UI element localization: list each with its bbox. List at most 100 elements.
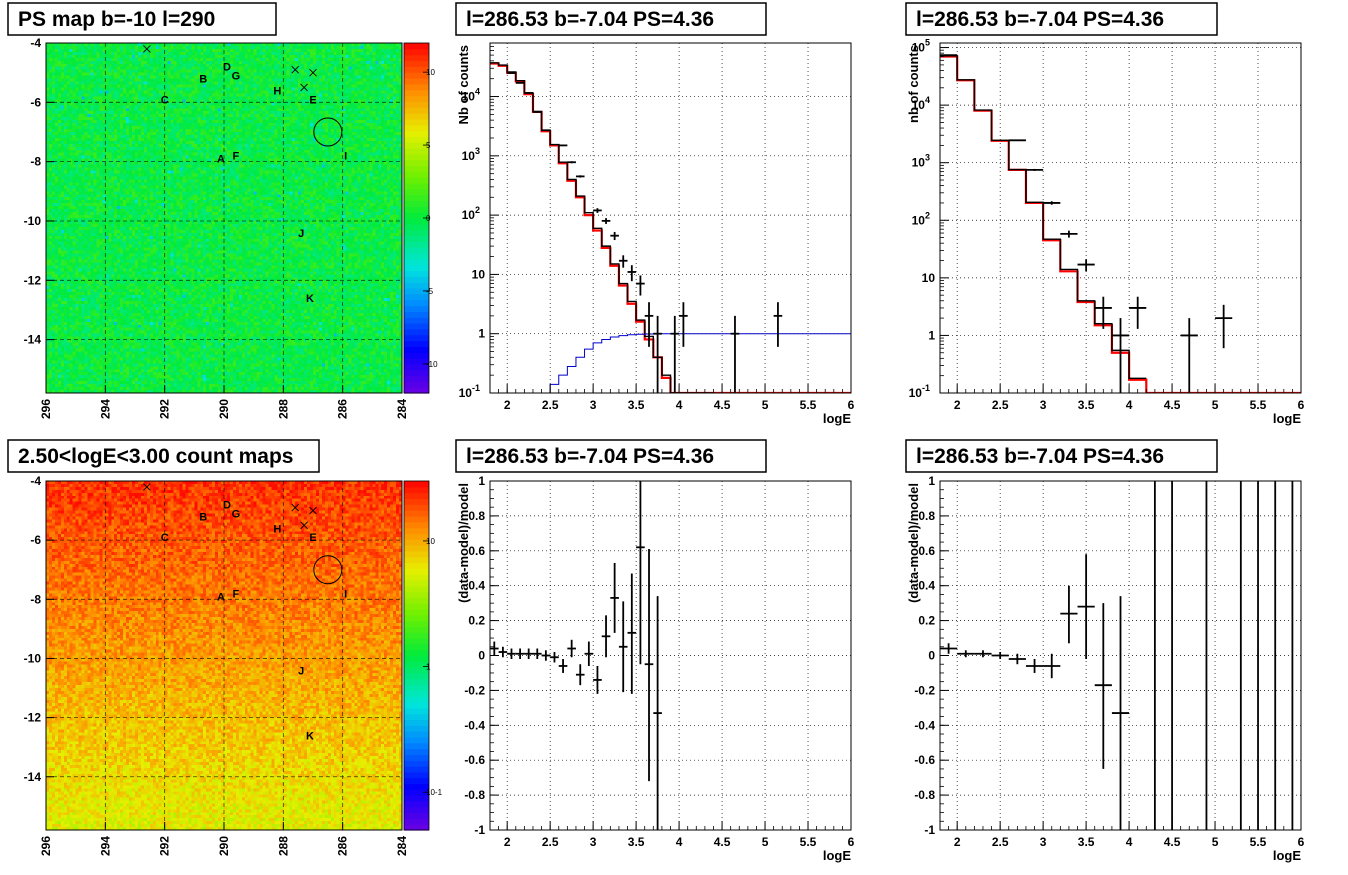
y-tick-label: -1 [474,823,485,837]
y-tick-base: -0.6 [914,753,935,767]
palette-frame [403,480,430,831]
palette-segment [404,638,429,645]
spectrum-coarse-title: l=286.53 b=-7.04 PS=4.36 [916,8,1164,31]
map-y-tick-label: -10 [24,651,42,665]
source-cross-marker [143,483,151,491]
x-axis-label: logE [823,848,851,863]
palette-segment [404,299,429,307]
x-tick-label: 5 [762,835,769,849]
y-tick-label: 0.8 [468,509,485,523]
count-map-title: 2.50<logE<3.00 count maps [18,445,293,468]
y-tick-base: -0.4 [914,718,935,732]
y-tick-base: 10 [922,271,936,285]
palette-segment [404,568,429,575]
palette-segment [404,736,429,744]
x-tick-label: 5 [1212,398,1219,412]
palette-segment [404,78,429,85]
palette-segment [404,258,429,266]
x-tick-label: 4 [1126,398,1133,412]
palette-tick-label: -10 [426,360,438,369]
palette-segment [404,510,429,517]
y-tick-base: 0.2 [918,614,935,628]
y-tick-label: 0.4 [468,579,485,593]
palette-segment [404,188,429,196]
palette-segment [404,83,429,91]
y-tick-base: 10 [909,386,923,400]
source-cross-marker [300,83,308,92]
x-tick-label: 3 [1040,835,1047,849]
count-map-title-box [7,439,320,473]
map-x-tick-label: 290 [217,836,231,856]
y-tick-label: 10 [922,271,936,285]
palette-segment [404,504,429,511]
y-tick-base: 10 [459,386,473,400]
palette-segment [404,200,429,207]
x-tick-label: 2.5 [542,835,559,849]
y-tick-label: -0.6 [464,753,485,767]
residual-coarse-title: l=286.53 b=-7.04 PS=4.36 [916,445,1164,468]
source-label-g: G [232,509,241,521]
palette-segment [404,760,429,767]
palette-segment [404,614,429,622]
palette-segment [404,223,429,231]
palette-segment [404,352,429,359]
palette-segment [404,556,429,564]
palette-segment [404,136,429,143]
y-tick-base: 10 [462,90,476,104]
palette-segment [404,113,429,120]
map-x-tick-label: 288 [276,399,290,419]
y-tick-base: 10 [462,149,476,163]
palette-segment [404,771,429,779]
palette-segment [404,148,429,155]
palette-segment [404,60,429,67]
residual-fine-title: l=286.53 b=-7.04 PS=4.36 [466,445,714,468]
palette-segment [404,334,429,342]
palette-segment [404,789,429,796]
palette-segment [404,498,429,505]
y-tick-base: 10 [912,213,926,227]
y-tick-base: -1 [474,823,485,837]
palette-segment [404,707,429,715]
x-tick-label: 6 [848,398,855,412]
palette-segment [404,690,429,697]
palette-segment [404,293,429,301]
palette-segment [404,101,429,108]
x-tick-label: 2.5 [542,398,559,412]
map-x-tick-label: 294 [98,399,112,419]
x-tick-label: 3 [590,398,597,412]
spectrum-coarse-title-box [905,2,1218,36]
model-histogram-line [490,62,714,393]
y-tick-label: 0.2 [468,614,485,628]
source-label-f: F [232,151,239,163]
palette-segment [404,387,429,394]
palette-segment [404,818,429,825]
plot-area [940,481,1294,830]
x-tick-label: 3.5 [628,835,645,849]
y-tick-label: 102 [912,210,930,227]
source-label-d: D [223,62,231,74]
x-axis-label: logE [823,411,851,426]
palette-segment [404,795,429,802]
y-tick-label: 0.6 [918,544,935,558]
model-histogram-line [940,55,1147,380]
palette-segment [404,165,429,172]
y-tick-base: 10 [462,208,476,222]
y-tick-base: 1 [928,328,935,342]
y-tick-exponent: 3 [475,146,480,156]
selected-source-circle [313,555,343,585]
palette-segment [404,346,429,353]
map-x-tick-label: 296 [39,399,53,419]
palette-segment [404,317,429,324]
y-tick-exponent: 5 [925,38,930,48]
x-tick-label: 4.5 [714,398,731,412]
y-tick-base: 0.8 [468,509,485,523]
source-label-e: E [309,94,316,106]
x-tick-label: 3 [590,835,597,849]
source-label-a: A [217,591,225,603]
y-tick-label: 0 [928,649,935,663]
palette-segment [404,521,429,529]
palette-segment [404,212,429,219]
map-y-tick-label: -8 [30,592,41,606]
y-tick-label: -0.6 [914,753,935,767]
plot-area [490,481,662,830]
